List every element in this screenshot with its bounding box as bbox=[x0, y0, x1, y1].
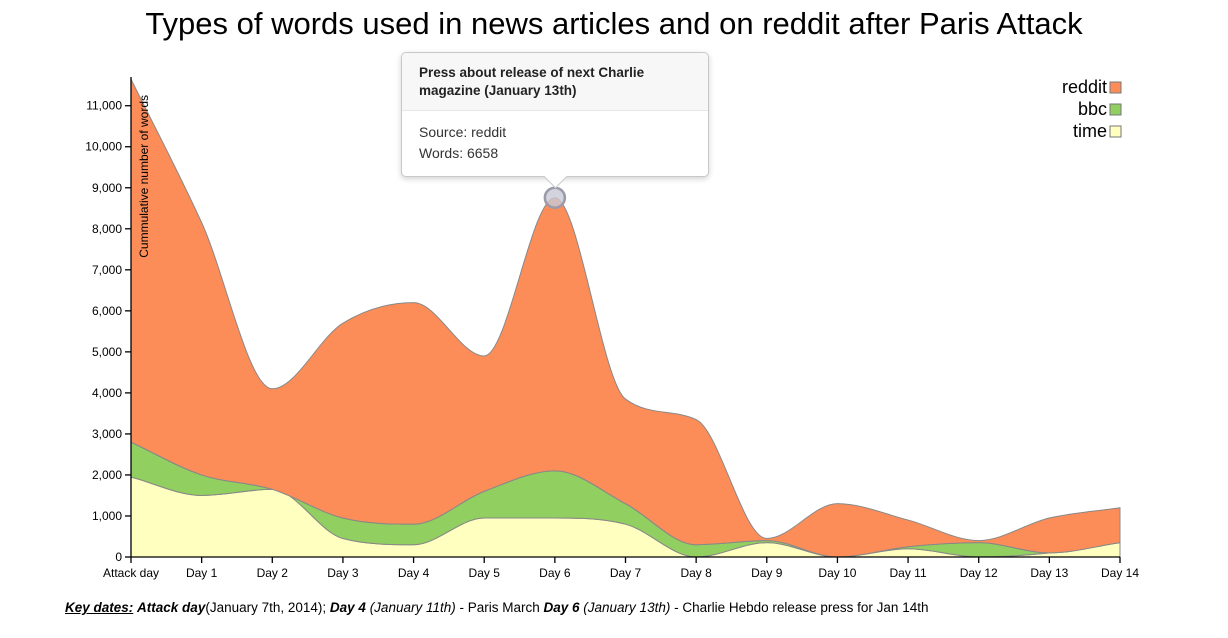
y-tick-label: 4,000 bbox=[92, 386, 122, 400]
key-date-day6-date: (January 13th) bbox=[579, 600, 671, 615]
x-tick-label: Day 3 bbox=[327, 566, 359, 580]
y-tick-label: 9,000 bbox=[92, 181, 122, 195]
legend-label-bbc: bbc bbox=[1078, 99, 1107, 119]
area-reddit[interactable] bbox=[130, 78, 1121, 558]
key-date-day4-label: Day 4 bbox=[329, 600, 366, 615]
x-tick-label: Day 14 bbox=[1101, 566, 1139, 580]
x-tick-label: Day 6 bbox=[539, 566, 571, 580]
y-tick-label: 5,000 bbox=[92, 345, 122, 359]
markers bbox=[543, 186, 567, 209]
key-date-day6-text: - Charlie Hebdo release press for Jan 14… bbox=[670, 600, 929, 615]
key-date-day4-date: (January 11th) bbox=[365, 600, 456, 615]
x-tick-label: Day 12 bbox=[960, 566, 998, 580]
key-date-attack-label: Attack day bbox=[137, 600, 206, 615]
chart-title: Types of words used in news articles and… bbox=[145, 6, 1083, 41]
x-tick-label: Day 8 bbox=[680, 566, 712, 580]
y-tick-label: 1,000 bbox=[92, 509, 122, 523]
y-tick-label: 2,000 bbox=[92, 468, 122, 482]
y-tick-label: 7,000 bbox=[92, 263, 122, 277]
x-tick-label: Day 13 bbox=[1030, 566, 1068, 580]
key-dates-heading: Key dates: bbox=[65, 600, 134, 615]
x-tick-label: Day 10 bbox=[818, 566, 856, 580]
x-tick-label: Day 2 bbox=[257, 566, 289, 580]
x-tick-label: Day 7 bbox=[610, 566, 642, 580]
y-tick-label: 6,000 bbox=[92, 304, 122, 318]
legend-label-time: time bbox=[1073, 121, 1107, 141]
y-tick-label: 8,000 bbox=[92, 222, 122, 236]
legend-swatch-bbc bbox=[1109, 103, 1122, 116]
key-dates-note: Key dates: Attack day(January 7th, 2014)… bbox=[65, 600, 928, 615]
tooltip-words: Words: 6658 bbox=[419, 145, 499, 161]
y-tick-label: 11,000 bbox=[86, 99, 122, 113]
key-date-day6-label: Day 6 bbox=[543, 600, 580, 615]
x-tick-label: Day 1 bbox=[186, 566, 218, 580]
x-tick-label: Attack day bbox=[103, 566, 159, 580]
x-axis: Attack day Day 1 Day 2 Day 3 Day 4 Day 5 Day 6… bbox=[103, 556, 1139, 580]
x-tick-label: Day 5 bbox=[469, 566, 501, 580]
tooltip-title: Press about release of next Charlie maga… bbox=[402, 53, 708, 111]
legend-swatch-time bbox=[1109, 125, 1122, 138]
key-date-attack-text: (January 7th, 2014); bbox=[205, 600, 330, 615]
y-axis-label: Cummulative number of words bbox=[137, 95, 151, 258]
highlight-marker[interactable] bbox=[543, 186, 567, 209]
x-tick-label: Day 11 bbox=[890, 566, 927, 580]
legend-label-reddit: reddit bbox=[1062, 77, 1107, 97]
tooltip: Press about release of next Charlie maga… bbox=[401, 52, 709, 189]
y-tick-label: 3,000 bbox=[92, 427, 122, 441]
y-axis: 0 1,000 2,000 3,000 4,000 5,000 6,000 7,000 8,00… bbox=[85, 77, 151, 564]
tooltip-source: Source: reddit bbox=[419, 124, 507, 140]
x-tick-label: Day 4 bbox=[398, 566, 430, 580]
x-tick-label: Day 9 bbox=[751, 566, 783, 580]
legend-swatch-reddit bbox=[1109, 81, 1122, 94]
key-date-day4-text: - Paris March bbox=[455, 600, 544, 615]
y-tick-label: 0 bbox=[115, 550, 122, 564]
y-tick-label: 10,000 bbox=[85, 140, 122, 154]
